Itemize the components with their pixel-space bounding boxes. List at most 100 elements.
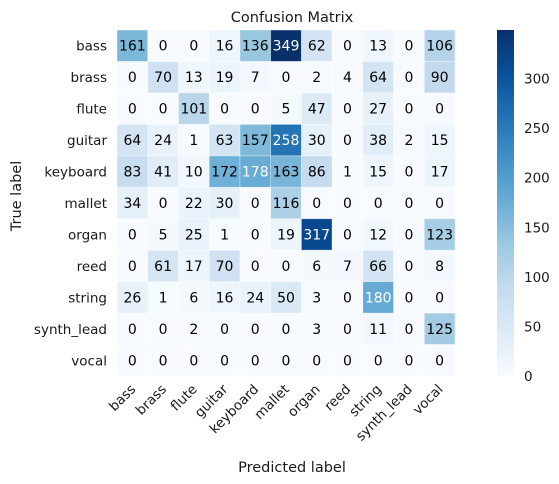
heatmap-cell [393, 250, 425, 282]
heatmap-cell [178, 92, 210, 125]
cell-value: 17 [185, 259, 203, 275]
heatmap-cell [147, 187, 179, 220]
heatmap-cell [362, 30, 394, 62]
y-tick-label: bass [76, 39, 107, 55]
heatmap-cell [209, 344, 241, 377]
cell-value: 30 [308, 133, 326, 149]
cell-value: 0 [404, 39, 413, 55]
heatmap-cell [239, 92, 271, 125]
heatmap-cell [178, 218, 210, 251]
heatmap-cell [239, 281, 271, 314]
y-tick-label: mallet [64, 196, 107, 212]
cell-value: 0 [343, 353, 352, 369]
cell-value: 7 [251, 70, 260, 86]
heatmap-cell [424, 30, 456, 62]
cell-value: 0 [251, 322, 260, 338]
heatmap-cell [424, 250, 456, 282]
cell-value: 0 [282, 70, 291, 86]
cell-value: 317 [303, 227, 330, 243]
cell-value: 83 [123, 165, 141, 181]
heatmap-cell [209, 218, 241, 251]
cell-value: 7 [343, 259, 352, 275]
x-tick-label: mallet [251, 382, 292, 423]
cell-value: 172 [211, 165, 238, 181]
heatmap-cell [424, 344, 456, 377]
cell-value: 19 [277, 227, 295, 243]
x-axis-label: Predicted label [238, 460, 346, 476]
cell-value: 0 [189, 353, 198, 369]
cell-value: 0 [159, 39, 168, 55]
heatmap-cell [301, 92, 333, 125]
cell-value: 0 [312, 196, 321, 212]
cell-value: 0 [128, 322, 137, 338]
cell-value: 0 [128, 353, 137, 369]
cell-value: 0 [128, 70, 137, 86]
x-tick-label: brass [133, 382, 170, 419]
heatmap-cell [270, 313, 302, 345]
heatmap-cell [270, 281, 302, 314]
heatmap-cell [424, 281, 456, 314]
cell-value: 15 [369, 165, 387, 181]
cell-value: 0 [435, 290, 444, 306]
heatmap-cell [301, 250, 333, 282]
cell-value: 47 [308, 102, 326, 118]
colorbar-tick-label: 250 [524, 121, 550, 137]
heatmap-cell [209, 281, 241, 314]
heatmap-cell [209, 61, 241, 94]
colorbar-tick-label: 300 [524, 72, 550, 88]
heatmap-cell [332, 218, 364, 251]
heatmap-cell [270, 187, 302, 220]
cell-value: 1 [159, 290, 168, 306]
cell-value: 178 [242, 165, 269, 181]
cell-value: 0 [128, 259, 137, 275]
cell-value: 17 [431, 165, 449, 181]
cell-value: 15 [431, 133, 449, 149]
heatmap-cell [393, 313, 425, 345]
heatmap-cell [332, 30, 364, 62]
cell-value: 0 [220, 353, 229, 369]
heatmap-cell [209, 124, 241, 157]
cell-value: 4 [343, 70, 352, 86]
heatmap-cell [362, 313, 394, 345]
cell-value: 0 [189, 39, 198, 55]
heatmap-cell [270, 155, 302, 188]
cell-value: 66 [369, 259, 387, 275]
cell-value: 90 [431, 70, 449, 86]
heatmap-cell [209, 250, 241, 282]
cell-value: 70 [154, 70, 172, 86]
heatmap-cell [332, 250, 364, 282]
cell-value: 63 [216, 133, 234, 149]
heatmap-cell [147, 344, 179, 377]
heatmap-cell [270, 30, 302, 62]
cell-value: 70 [216, 259, 234, 275]
y-tick-label: brass [71, 70, 107, 86]
cell-value: 123 [426, 227, 453, 243]
heatmap-cell [393, 218, 425, 251]
heatmap-cell [147, 313, 179, 345]
cell-value: 0 [128, 227, 137, 243]
x-tick-labels: bassbrassfluteguitarkeyboardmalletorganr… [106, 381, 446, 444]
heatmap-cell [117, 92, 149, 125]
heatmap-cell [424, 124, 456, 157]
heatmap-cell [178, 313, 210, 345]
heatmap-cell [362, 218, 394, 251]
heatmap-cell [239, 124, 271, 157]
heatmap-cells [116, 29, 456, 377]
cell-value: 0 [343, 39, 352, 55]
heatmap-cell [362, 155, 394, 188]
heatmap-cell [239, 313, 271, 345]
cell-value: 0 [435, 196, 444, 212]
heatmap-cell [209, 187, 241, 220]
cell-value: 0 [404, 70, 413, 86]
cell-value: 0 [404, 102, 413, 118]
x-tick-label: organ [285, 382, 324, 421]
heatmap-cell [393, 92, 425, 125]
cell-value: 116 [273, 196, 300, 212]
cell-value: 86 [308, 165, 326, 181]
cell-value: 38 [369, 133, 387, 149]
heatmap-cell [393, 61, 425, 94]
cell-value: 1 [220, 227, 229, 243]
cell-value: 16 [216, 39, 234, 55]
heatmap-cell [393, 155, 425, 188]
